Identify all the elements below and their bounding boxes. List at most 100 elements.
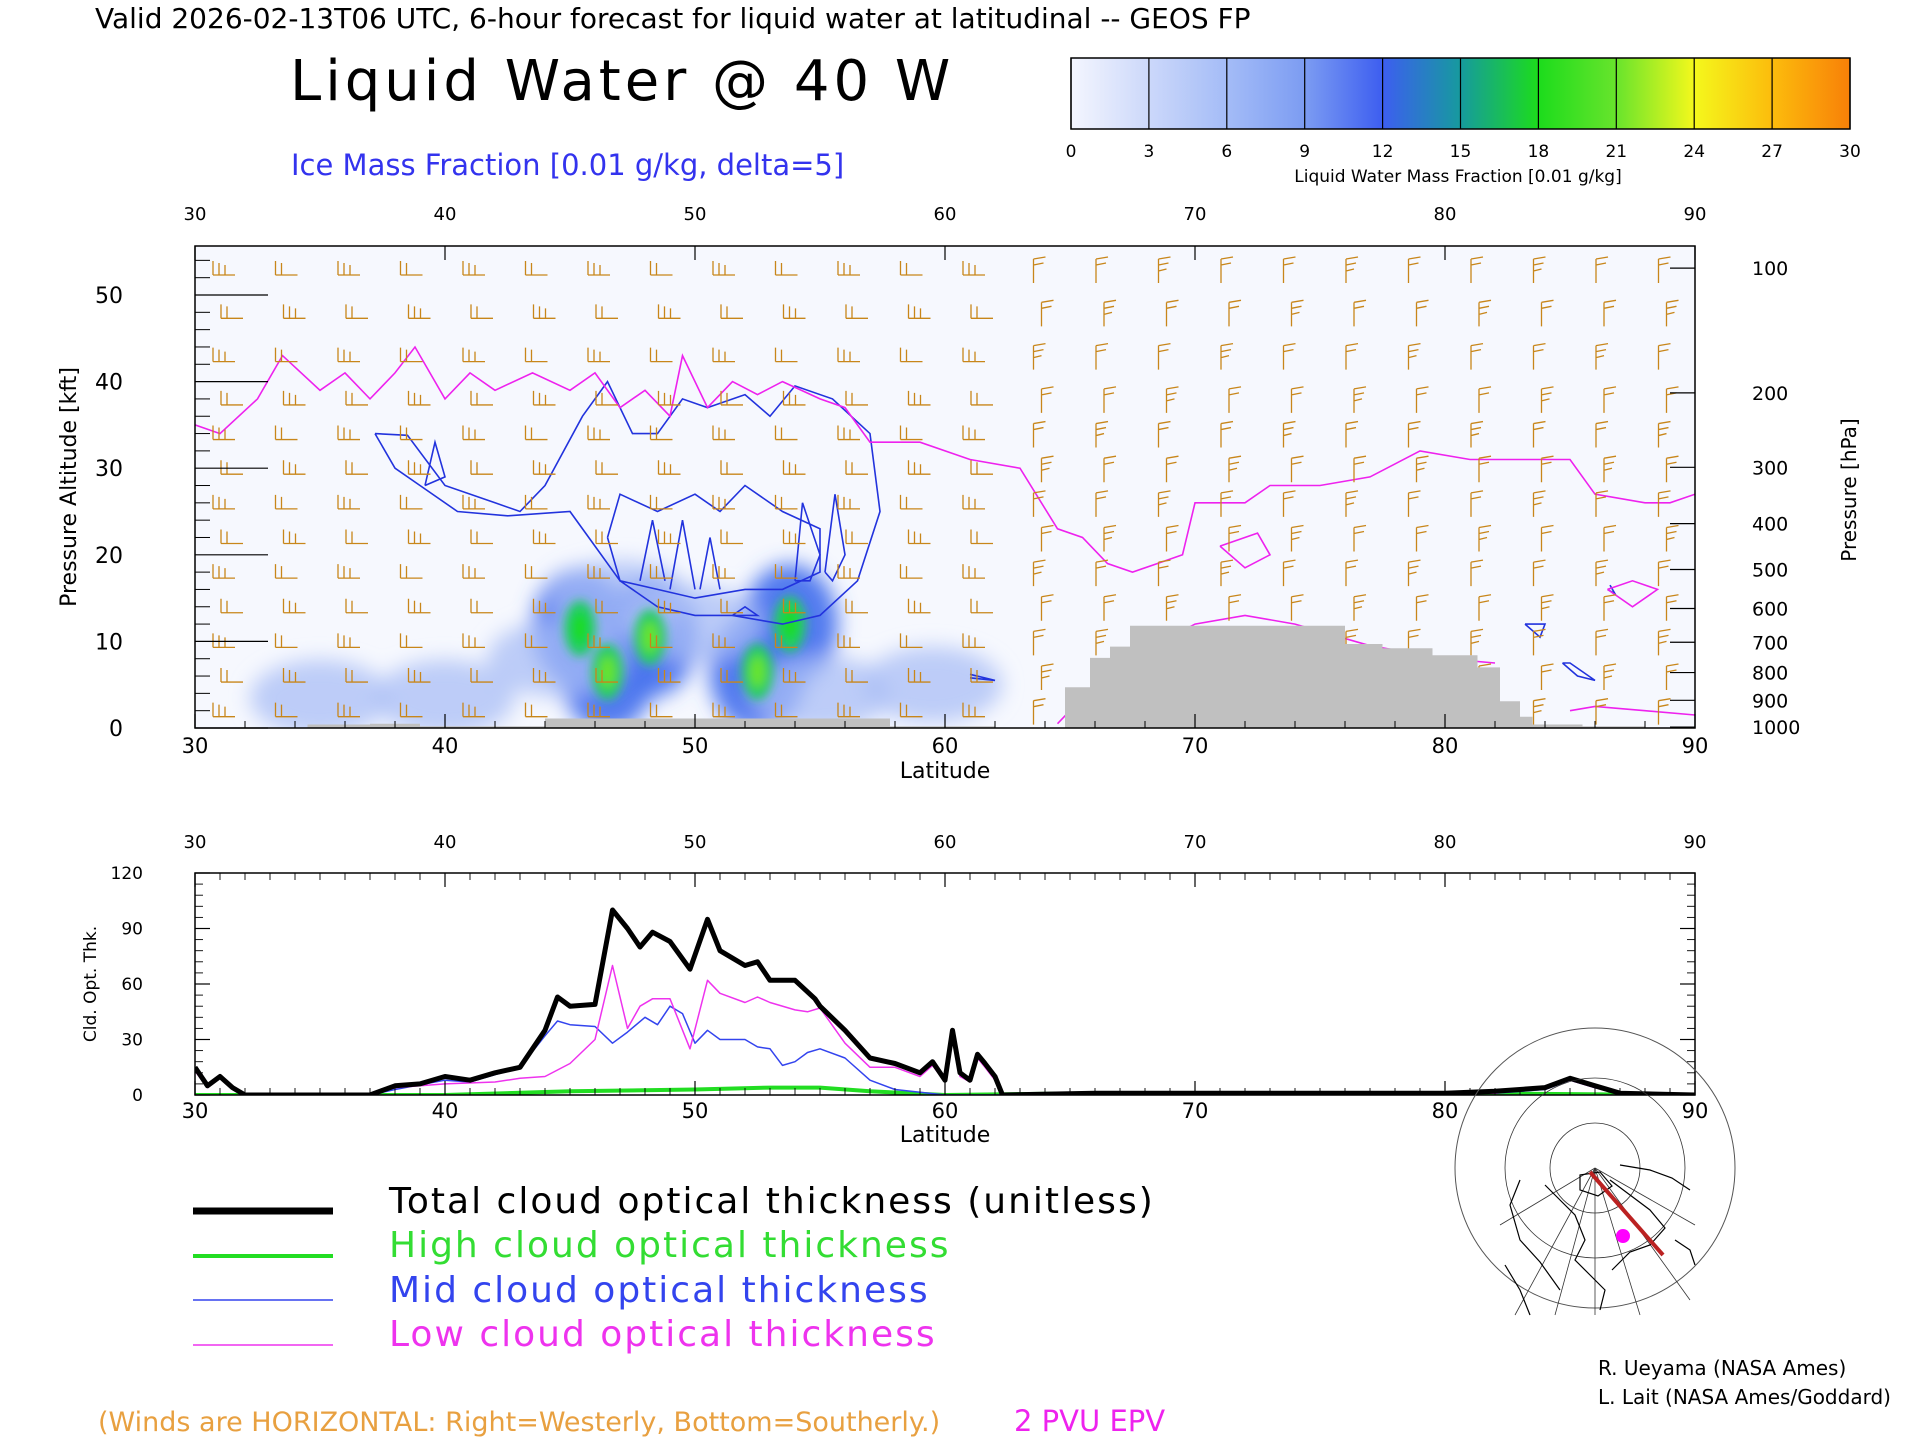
wind-barb (907, 598, 931, 614)
wind-barb (282, 668, 306, 683)
wind-barb (1470, 342, 1484, 370)
wind-barb (1665, 594, 1679, 621)
wind-barb (837, 425, 860, 441)
wind-barb (1478, 455, 1492, 483)
wind-barb (907, 390, 931, 406)
wind-barb (1228, 594, 1242, 621)
wind-barb (845, 668, 868, 683)
wind-barb (587, 633, 610, 649)
wind-barb (1470, 628, 1484, 656)
pressure-tick-label: 900 (1752, 690, 1788, 712)
wind-barb (1415, 299, 1429, 327)
wind-barb (1532, 559, 1546, 587)
wind-barb (1032, 628, 1046, 656)
liquid-water-peak (749, 655, 766, 688)
wind-barb (1040, 386, 1054, 413)
wind-barb (282, 390, 306, 406)
wind-barb (1603, 594, 1617, 621)
wind-barb (1157, 342, 1171, 370)
wind-barb (907, 460, 931, 475)
x-tick-label: 50 (682, 734, 709, 758)
wind-barb (337, 425, 360, 441)
wind-barb (212, 347, 235, 363)
wind-barb (899, 347, 923, 363)
wind-barb (1220, 490, 1234, 517)
wind-barb (1165, 524, 1179, 552)
ice-contour (669, 520, 696, 590)
wind-barb (587, 261, 610, 276)
wind-barb (1228, 386, 1242, 413)
liquid-water-region (250, 659, 390, 728)
wind-barb (774, 347, 798, 363)
wind-barb (532, 529, 556, 545)
ice-contour (1524, 623, 1547, 639)
ice-contour (639, 520, 666, 581)
wind-barb (470, 598, 493, 614)
wind-barb (595, 668, 618, 683)
pressure-tick-label: 800 (1752, 663, 1788, 685)
x-tick-label: 30 (182, 734, 209, 758)
x-tick-label-top: 40 (434, 204, 457, 225)
wind-barb (345, 668, 368, 683)
wind-barb (1470, 256, 1484, 284)
wind-barb (1157, 490, 1171, 517)
wind-barb (1657, 342, 1671, 370)
wind-barb (837, 347, 860, 363)
map-coastlines (1504, 1164, 1696, 1316)
wind-barb (962, 633, 985, 649)
wind-barb (1478, 386, 1492, 413)
wind-barbs (212, 256, 1679, 725)
wind-barb (649, 425, 673, 441)
wind-barb (1032, 559, 1046, 587)
main-ylabel: Pressure Altitude [kft] (57, 367, 82, 607)
x-tick-label-top: 30 (184, 832, 207, 853)
wind-barb (782, 460, 806, 475)
wind-barb (407, 668, 431, 683)
wind-barb (274, 633, 298, 649)
wind-barb (1353, 524, 1367, 552)
wind-barb (962, 564, 985, 579)
wind-barb (462, 425, 485, 441)
wind-barb (970, 529, 993, 545)
wind-barb (337, 494, 360, 510)
wind-barb (899, 494, 923, 510)
x-tick-label-top: 80 (1434, 832, 1457, 853)
wind-barb (907, 668, 931, 683)
wind-barb (712, 425, 735, 441)
colorbar-label: Liquid Water Mass Fraction [0.01 g/kg] (1294, 167, 1621, 187)
valid-line: Valid 2026-02-13T06 UTC, 6-hour forecast… (95, 2, 1251, 35)
epv-line (195, 345, 1695, 573)
wind-barb (1470, 490, 1484, 517)
x-tick-label-top: 90 (1684, 832, 1707, 853)
x-tick-label-top: 50 (684, 204, 707, 225)
wind-barb (1603, 386, 1617, 413)
x-tick-label: 50 (682, 1099, 709, 1123)
winds-note: (Winds are HORIZONTAL: Right=Westerly, B… (98, 1407, 940, 1438)
wind-barb (1603, 455, 1617, 483)
wind-barb (462, 494, 485, 510)
wind-barb (532, 460, 556, 475)
wind-barb (1290, 299, 1304, 327)
wind-barb (407, 598, 431, 614)
wind-barb (782, 668, 806, 683)
wind-barb (587, 494, 610, 510)
x-tick-label: 70 (1182, 734, 1209, 758)
map-location-dot (1616, 1229, 1630, 1243)
optical-thickness-line (195, 907, 1695, 1095)
wind-barb (712, 347, 735, 363)
wind-barb (712, 494, 735, 510)
wind-barb (220, 598, 243, 614)
wind-barb (1407, 490, 1421, 517)
wind-barb (345, 598, 368, 614)
wind-barb (1157, 256, 1171, 284)
wind-barb (524, 564, 548, 579)
ice-contour (732, 605, 761, 617)
wind-barb (782, 598, 806, 614)
wind-barb (220, 668, 243, 683)
wind-barb (462, 564, 485, 579)
colorbar-tick-label: 15 (1450, 142, 1472, 162)
pressure-tick-label: 200 (1752, 383, 1788, 405)
wind-barb (970, 304, 993, 319)
liquid-water-peak (599, 655, 616, 688)
wind-barb (595, 529, 618, 545)
